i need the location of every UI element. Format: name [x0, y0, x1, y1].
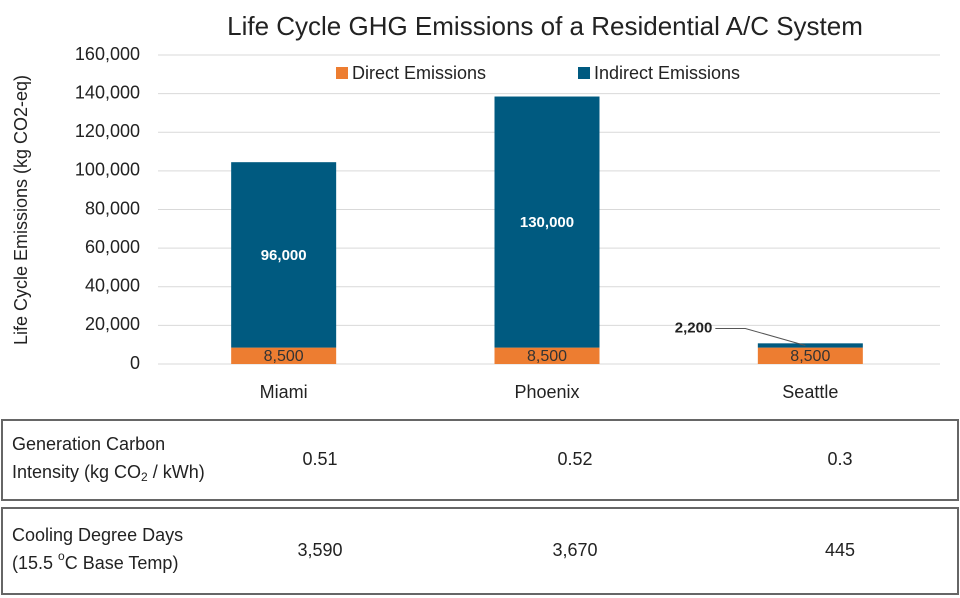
- row-label-part: 2: [141, 470, 148, 484]
- data-label: 8,500: [264, 348, 304, 365]
- bar-segment: [494, 96, 600, 348]
- y-axis-title: Life Cycle Emissions (kg CO2-eq): [11, 75, 31, 345]
- x-tick-label: Phoenix: [514, 382, 579, 402]
- y-tick-label: 0: [130, 353, 140, 373]
- bar-segment: [494, 347, 600, 364]
- bar-segment: [231, 162, 337, 348]
- y-tick-label: 80,000: [85, 198, 140, 218]
- table-value: 445: [825, 540, 855, 560]
- row-label-part: o: [58, 549, 65, 563]
- y-tick-label: 60,000: [85, 237, 140, 257]
- table-value: 0.3: [827, 449, 852, 469]
- table-row-box: [1, 419, 959, 501]
- row-label-part: C Base Temp): [65, 553, 179, 573]
- legend-swatch: [336, 67, 348, 79]
- bar-segment: [757, 343, 863, 348]
- leader-line: [715, 327, 806, 346]
- row-label: Intensity (kg CO2 / kWh): [12, 462, 205, 484]
- row-label-part: Intensity (kg CO: [12, 462, 141, 482]
- row-label-part: / kWh): [148, 462, 205, 482]
- row-label: (15.5 oC Base Temp): [12, 549, 178, 573]
- legend-label: Indirect Emissions: [594, 63, 740, 83]
- chart-title: Life Cycle GHG Emissions of a Residentia…: [227, 11, 863, 41]
- legend-label: Direct Emissions: [352, 63, 486, 83]
- data-label: 96,000: [261, 247, 307, 264]
- y-tick-label: 40,000: [85, 276, 140, 296]
- y-tick-label: 100,000: [75, 160, 140, 180]
- data-label: 8,500: [790, 348, 830, 365]
- bar-segment: [757, 347, 863, 364]
- row-label: Generation Carbon: [12, 434, 165, 454]
- x-tick-label: Seattle: [782, 382, 838, 402]
- y-tick-label: 140,000: [75, 82, 140, 102]
- table-value: 3,590: [297, 540, 342, 560]
- data-label: 130,000: [520, 214, 574, 231]
- table-value: 0.52: [557, 449, 592, 469]
- y-tick-label: 120,000: [75, 121, 140, 141]
- x-tick-label: Miami: [260, 382, 308, 402]
- legend-swatch: [578, 67, 590, 79]
- row-label-part: (15.5: [12, 553, 58, 573]
- table-row-box: [1, 507, 959, 595]
- bar-segment: [231, 347, 337, 364]
- y-tick-label: 20,000: [85, 314, 140, 334]
- table-value: 3,670: [552, 540, 597, 560]
- table-value: 0.51: [302, 449, 337, 469]
- data-label: 2,200: [675, 319, 713, 336]
- data-label: 8,500: [527, 348, 567, 365]
- y-tick-label: 160,000: [75, 44, 140, 64]
- row-label: Cooling Degree Days: [12, 525, 183, 545]
